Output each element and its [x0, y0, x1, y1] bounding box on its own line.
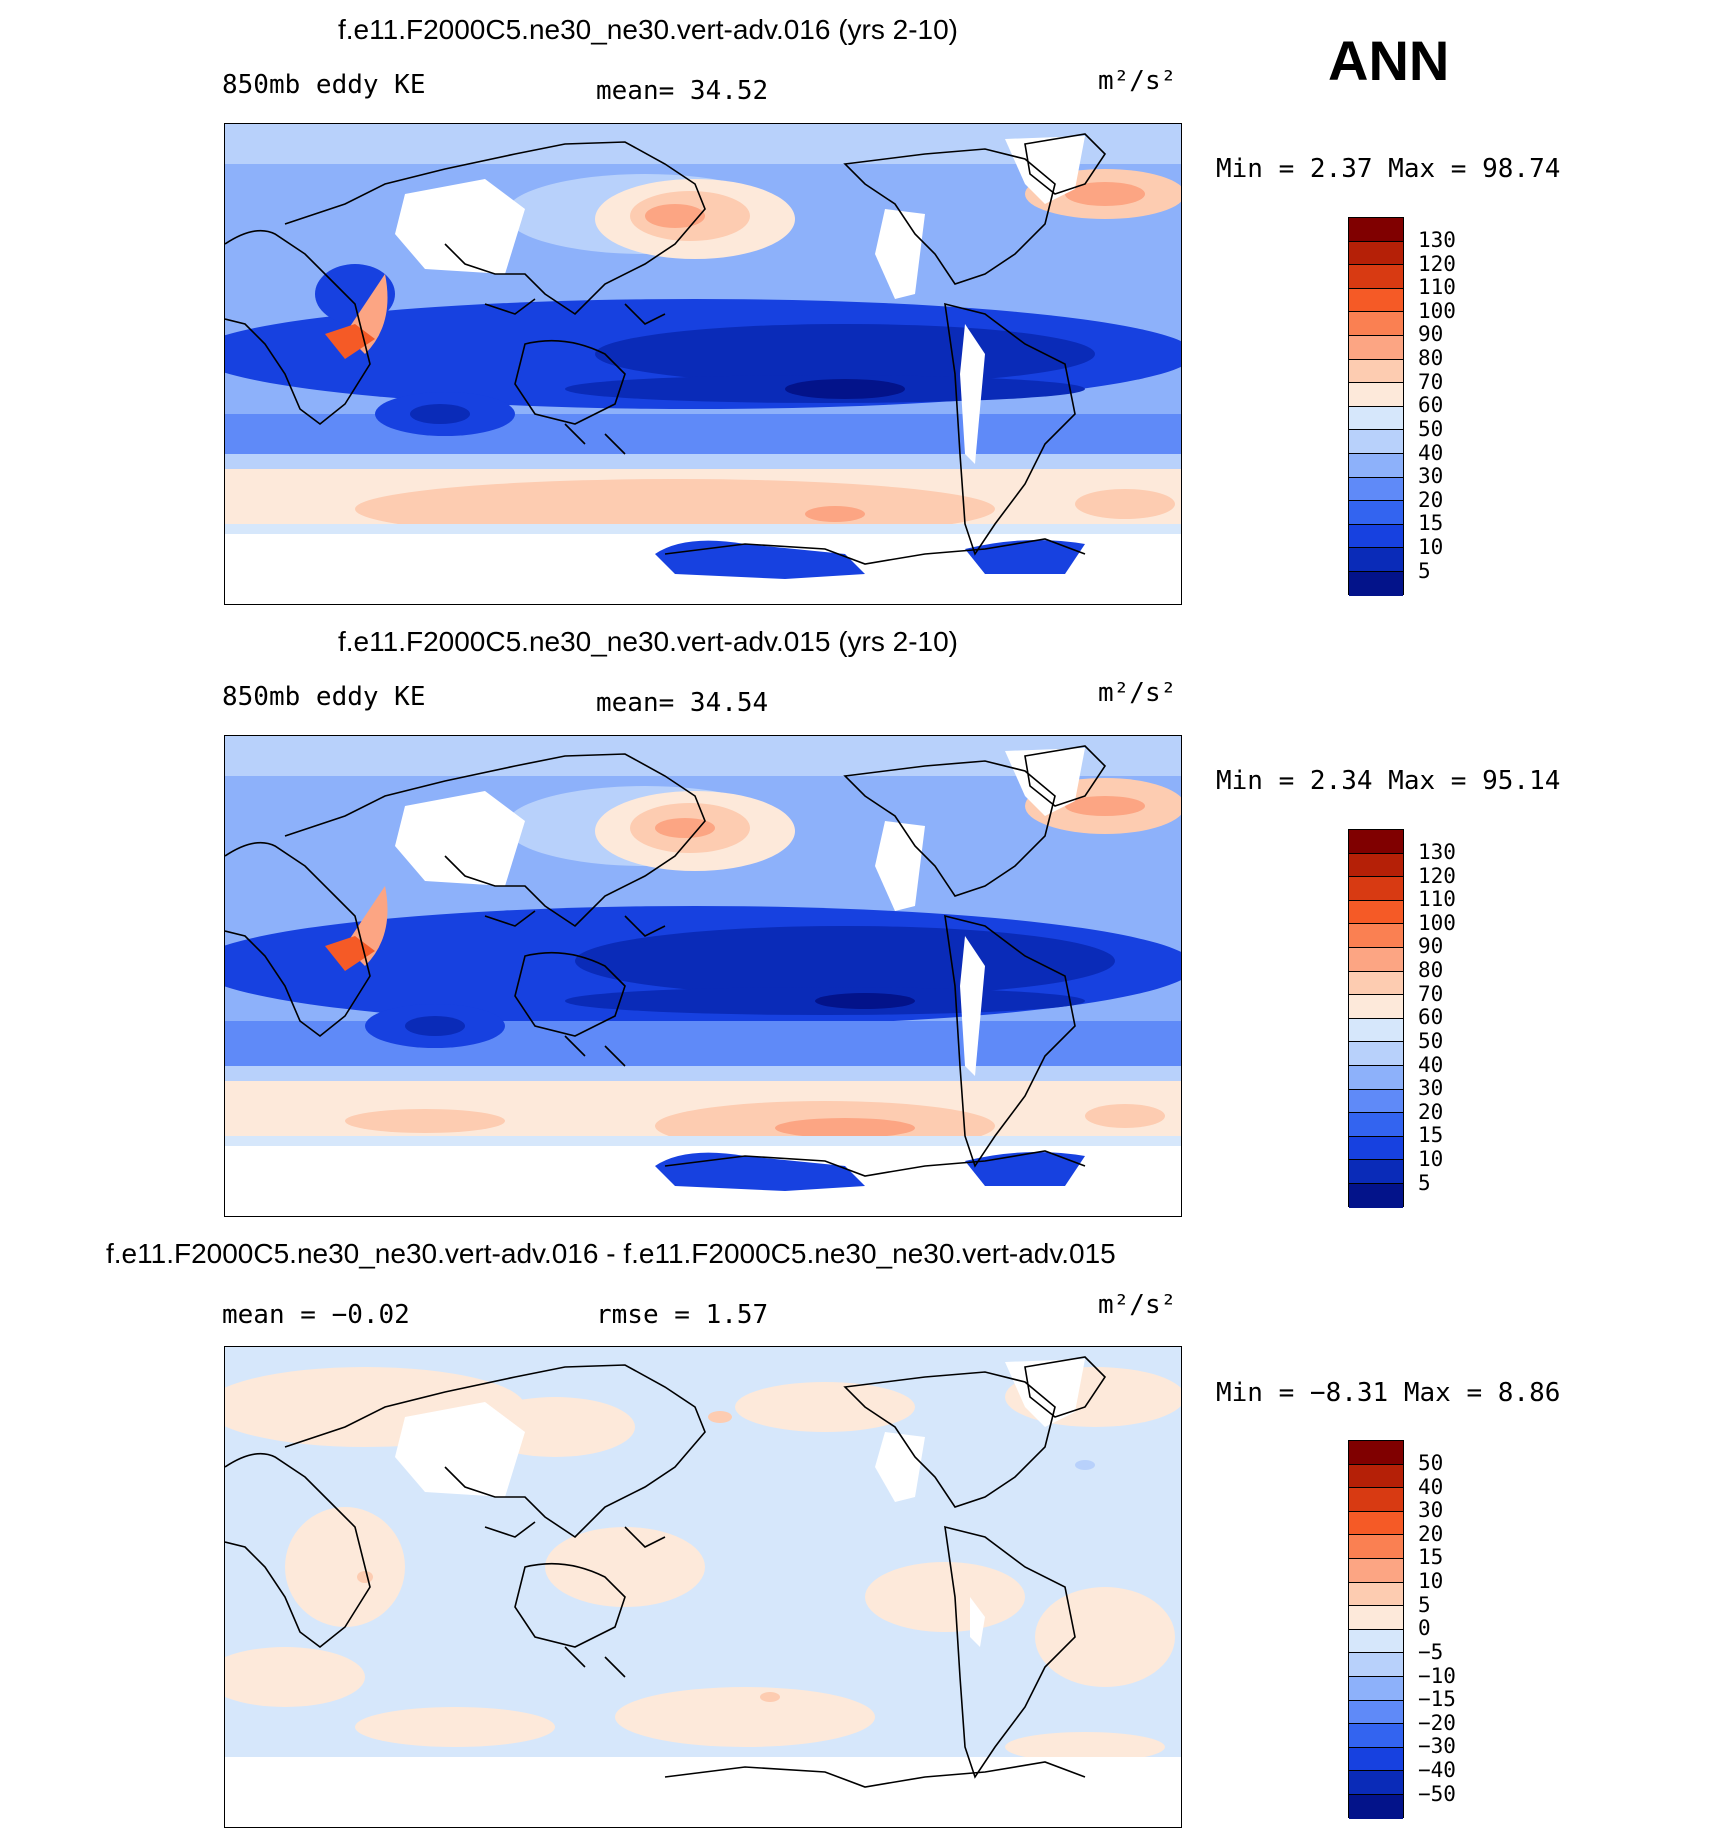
panel-3-tick-4: 15 [1418, 1545, 1444, 1569]
panel-3-tick-10: −15 [1418, 1687, 1456, 1711]
panel-3-tick-14: −50 [1418, 1782, 1456, 1806]
panel-1-minmax: Min = 2.37 Max = 98.74 [1216, 154, 1561, 184]
panel-3-tick-11: −20 [1418, 1711, 1456, 1735]
panel-2-map [224, 735, 1182, 1217]
panel-2-tick-13: 10 [1418, 1147, 1444, 1171]
panel-3-map-field [225, 1347, 1181, 1827]
panel-1-tick-6: 70 [1418, 370, 1444, 394]
panel-1-tick-9: 40 [1418, 441, 1444, 465]
panel-3-tick-5: 10 [1418, 1569, 1444, 1593]
panel-1-tick-4: 90 [1418, 322, 1444, 346]
panel-1-map [224, 123, 1182, 605]
panel-3-rmse-label: rmse = 1.57 [596, 1300, 769, 1330]
panel-2-tick-6: 70 [1418, 982, 1444, 1006]
panel-1-tick-8: 50 [1418, 417, 1444, 441]
panel-2-tick-3: 100 [1418, 911, 1456, 935]
panel-3-colorbar [1348, 1440, 1404, 1819]
panel-1-tick-13: 10 [1418, 535, 1444, 559]
panel-3-tick-9: −10 [1418, 1664, 1456, 1688]
panel-2-tick-11: 20 [1418, 1100, 1444, 1124]
panel-2-tick-5: 80 [1418, 958, 1444, 982]
panel-1-tick-7: 60 [1418, 393, 1444, 417]
panel-1-tick-1: 120 [1418, 252, 1456, 276]
panel-3-units: m²/s² [1098, 1290, 1177, 1320]
panel-3-tick-0: 50 [1418, 1451, 1444, 1475]
panel-1-map-field [225, 124, 1181, 604]
panel-3-tick-7: 0 [1418, 1616, 1431, 1640]
panel-1-units: m²/s² [1098, 66, 1177, 96]
panel-3-minmax: Min = −8.31 Max = 8.86 [1216, 1378, 1561, 1408]
season-label: ANN [1328, 29, 1450, 92]
panel-1-tick-12: 15 [1418, 511, 1444, 535]
panel-1-mean-label: mean= 34.52 [596, 76, 769, 106]
panel-3-title: f.e11.F2000C5.ne30_ne30.vert-adv.016 - f… [106, 1238, 1116, 1269]
panel-1-title: f.e11.F2000C5.ne30_ne30.vert-adv.016 (yr… [338, 14, 959, 45]
panel-2-variable-label: 850mb eddy KE [222, 682, 426, 712]
panel-2-tick-14: 5 [1418, 1171, 1431, 1195]
panel-3-tick-12: −30 [1418, 1734, 1456, 1758]
panel-3-map [224, 1346, 1182, 1828]
panel-1-tick-3: 100 [1418, 299, 1456, 323]
panel-2-tick-9: 40 [1418, 1053, 1444, 1077]
panel-1-variable-label: 850mb eddy KE [222, 70, 426, 100]
panel-1-colorbar [1348, 217, 1404, 596]
panel-1-tick-0: 130 [1418, 228, 1456, 252]
panel-2-tick-12: 15 [1418, 1123, 1444, 1147]
panel-2-minmax: Min = 2.34 Max = 95.14 [1216, 766, 1561, 796]
panel-2-tick-0: 130 [1418, 840, 1456, 864]
panel-2-title: f.e11.F2000C5.ne30_ne30.vert-adv.015 (yr… [338, 626, 959, 657]
panel-2-tick-10: 30 [1418, 1076, 1444, 1100]
panel-2-tick-4: 90 [1418, 934, 1444, 958]
panel-2-tick-1: 120 [1418, 864, 1456, 888]
panel-3-tick-6: 5 [1418, 1593, 1431, 1617]
panel-3-tick-8: −5 [1418, 1640, 1444, 1664]
panel-2-map-field [225, 736, 1181, 1216]
panel-1-tick-2: 110 [1418, 275, 1456, 299]
panel-1-tick-10: 30 [1418, 464, 1444, 488]
panel-2-tick-8: 50 [1418, 1029, 1444, 1053]
panel-2-colorbar [1348, 829, 1404, 1208]
panel-3-tick-13: −40 [1418, 1758, 1456, 1782]
panel-1-tick-5: 80 [1418, 346, 1444, 370]
panel-1-tick-11: 20 [1418, 488, 1444, 512]
panel-2-tick-2: 110 [1418, 887, 1456, 911]
panel-3-tick-1: 40 [1418, 1475, 1444, 1499]
panel-3-mean-label: mean = −0.02 [222, 1300, 410, 1330]
panel-1-tick-14: 5 [1418, 559, 1431, 583]
panel-3-tick-2: 30 [1418, 1498, 1444, 1522]
panel-3-tick-3: 20 [1418, 1522, 1444, 1546]
panel-2-tick-7: 60 [1418, 1005, 1444, 1029]
panel-2-mean-label: mean= 34.54 [596, 688, 769, 718]
panel-2-units: m²/s² [1098, 678, 1177, 708]
